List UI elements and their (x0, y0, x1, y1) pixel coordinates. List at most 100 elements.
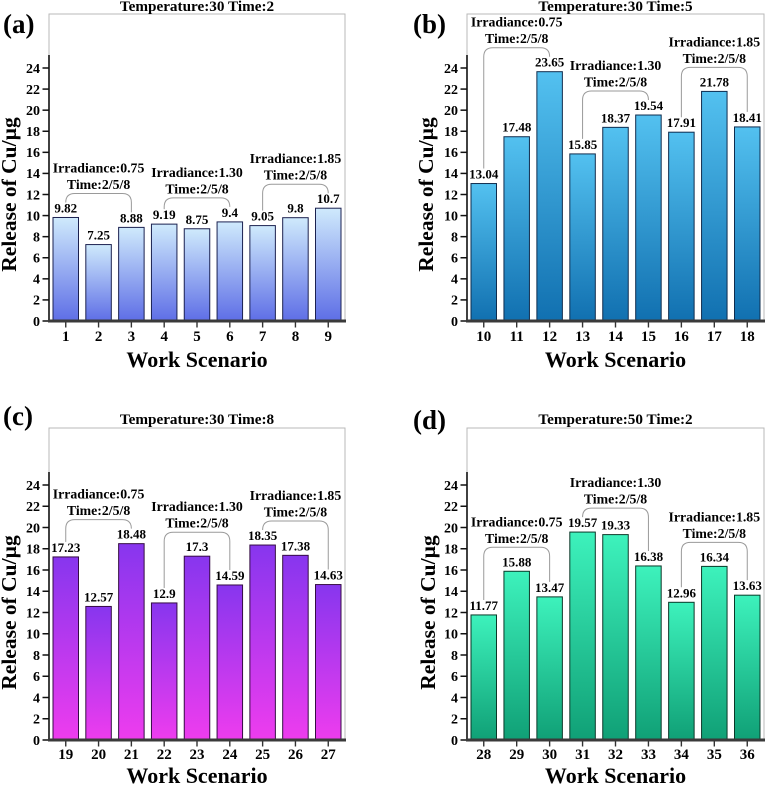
chart-title: Temperature:30 Time:5 (538, 0, 693, 15)
y-tick-label: 4 (33, 273, 40, 288)
bar-30 (536, 596, 563, 741)
group-bracket-0 (65, 192, 132, 213)
x-category-label: 7 (259, 329, 267, 345)
bar-34 (668, 601, 695, 741)
bar-value-label: 9.8 (287, 201, 304, 216)
bar-36 (734, 594, 761, 741)
bar-10 (470, 183, 497, 322)
y-tick-label: 10 (444, 628, 458, 643)
bar-value-label: 12.57 (84, 589, 114, 604)
x-category-label: 36 (740, 747, 756, 763)
y-tick-label: 18 (26, 125, 40, 140)
bar-value-label: 7.25 (87, 228, 110, 243)
x-category-label: 22 (157, 747, 172, 763)
x-category-label: 35 (707, 747, 722, 763)
bar-11 (503, 136, 530, 322)
bar-18 (734, 126, 761, 322)
x-category-label: 15 (641, 329, 656, 345)
y-tick-label: 14 (444, 585, 458, 600)
annotation-time: Time:2/5/8 (165, 181, 228, 196)
y-tick-label: 0 (33, 315, 40, 330)
annotation-time: Time:2/5/8 (683, 526, 746, 541)
bar-value-label: 9.4 (222, 205, 239, 220)
group-bracket-0 (65, 519, 132, 542)
bar-2 (85, 244, 112, 322)
panel-label: (b) (413, 9, 446, 39)
annotation-irradiance: Irradiance:0.75 (53, 160, 145, 175)
bar-value-label: 11.77 (469, 598, 498, 613)
x-category-label: 6 (226, 329, 234, 345)
chart-panel-b: 02468101214161820222413.041017.481123.65… (413, 0, 765, 372)
y-tick-label: 18 (444, 125, 458, 140)
x-category-label: 28 (476, 747, 491, 763)
y-tick-label: 10 (26, 628, 40, 643)
y-tick-label: 16 (26, 564, 40, 579)
x-category-label: 11 (510, 329, 524, 345)
x-category-label: 16 (674, 329, 690, 345)
bar-23 (183, 555, 211, 741)
annotation-irradiance: Irradiance:1.30 (570, 58, 662, 73)
x-category-label: 4 (160, 329, 168, 345)
bar-value-label: 19.33 (601, 518, 631, 533)
annotation-time: Time:2/5/8 (264, 168, 327, 183)
x-axis-title: Work Scenario (545, 763, 686, 786)
x-category-label: 31 (575, 747, 590, 763)
x-category-label: 3 (128, 329, 136, 345)
y-tick-label: 22 (26, 83, 40, 98)
y-tick-label: 8 (33, 230, 40, 245)
annotation-irradiance: Irradiance:1.30 (151, 499, 243, 514)
y-tick-label: 20 (26, 521, 40, 536)
y-tick-label: 8 (451, 649, 458, 664)
y-tick-label: 6 (33, 670, 40, 685)
annotation-irradiance: Irradiance:1.30 (151, 165, 243, 180)
x-axis-title: Work Scenario (545, 347, 686, 372)
chart-panel-d: 02468101214161820222411.772815.882913.47… (413, 405, 765, 786)
chart-panel-c: 02468101214161820222417.231912.572018.48… (0, 401, 346, 786)
bar-value-label: 12.96 (667, 585, 697, 600)
y-tick-label: 14 (26, 167, 40, 182)
y-axis-title: Release of Cu/µg (0, 117, 21, 272)
x-category-label: 21 (124, 747, 139, 763)
bar-27 (315, 584, 342, 741)
group-bracket-1 (163, 531, 231, 588)
group-bracket-2 (262, 183, 329, 211)
y-tick-label: 24 (26, 479, 40, 494)
y-tick-label: 6 (33, 252, 40, 267)
y-tick-label: 2 (33, 713, 40, 728)
bar-33 (635, 565, 662, 741)
x-category-label: 17 (707, 329, 723, 345)
y-tick-label: 8 (33, 649, 40, 664)
y-tick-label: 8 (451, 230, 458, 245)
bar-value-label: 23.65 (535, 55, 565, 70)
group-bracket-2 (262, 520, 329, 570)
bar-value-label: 12.9 (153, 586, 176, 601)
bar-32 (602, 534, 629, 741)
bar-19 (52, 556, 79, 741)
bar-35 (701, 565, 728, 741)
x-category-label: 20 (91, 747, 106, 763)
bar-value-label: 8.88 (120, 210, 143, 225)
bar-4 (150, 223, 178, 322)
bar-value-label: 17.3 (186, 539, 209, 554)
x-category-label: 32 (608, 747, 623, 763)
x-category-label: 34 (674, 747, 690, 763)
x-category-label: 2 (95, 329, 103, 345)
y-tick-label: 18 (444, 543, 458, 558)
bar-22 (150, 602, 178, 741)
bar-value-label: 9.05 (251, 209, 274, 224)
bar-26 (282, 554, 309, 741)
group-bracket-0 (483, 47, 551, 169)
x-category-label: 19 (58, 747, 73, 763)
bar-value-label: 16.34 (700, 549, 730, 564)
y-tick-label: 12 (26, 606, 40, 621)
annotation-irradiance: Irradiance:1.85 (669, 34, 761, 49)
y-tick-label: 12 (26, 188, 40, 203)
y-tick-label: 18 (26, 543, 40, 558)
bar-31 (569, 531, 596, 741)
y-tick-label: 24 (444, 62, 458, 77)
bar-value-label: 10.7 (317, 191, 340, 206)
bar-20 (85, 605, 112, 741)
annotation-time: Time:2/5/8 (584, 75, 647, 90)
annotation-time: Time:2/5/8 (67, 503, 130, 518)
